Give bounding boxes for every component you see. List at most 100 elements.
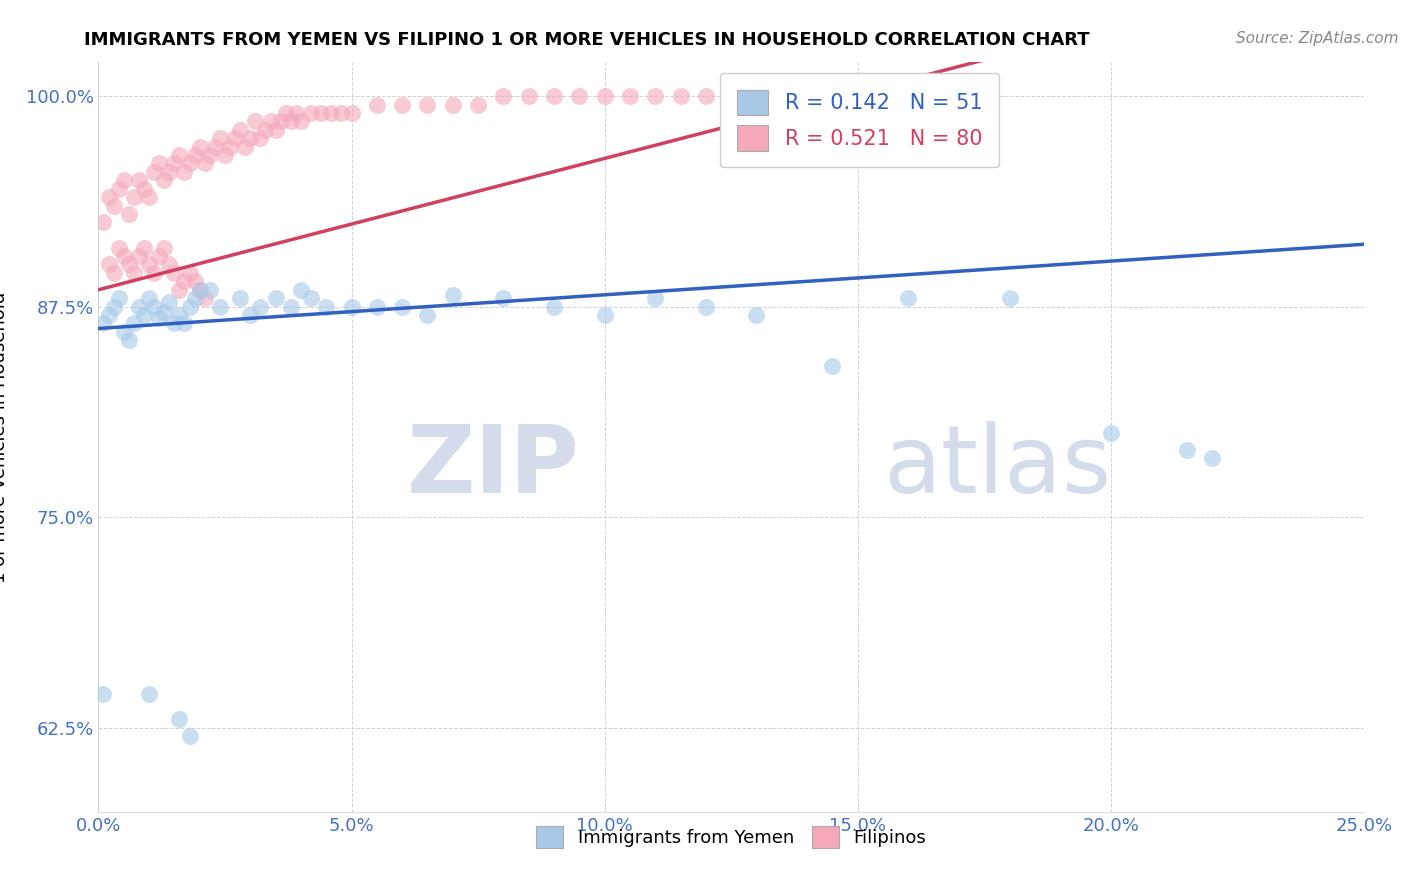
Point	[194, 291, 217, 305]
Point	[169, 148, 191, 162]
Point	[309, 106, 332, 120]
Text: atlas: atlas	[883, 421, 1111, 513]
Point	[299, 106, 322, 120]
Point	[143, 266, 166, 280]
Point	[619, 89, 641, 103]
Point	[194, 156, 217, 170]
Point	[103, 198, 125, 212]
Point	[219, 139, 242, 153]
Point	[644, 291, 666, 305]
Point	[467, 97, 489, 112]
Point	[897, 291, 920, 305]
Point	[143, 300, 166, 314]
Point	[97, 308, 120, 322]
Text: ZIP: ZIP	[406, 421, 579, 513]
Point	[321, 106, 343, 120]
Point	[183, 291, 205, 305]
Point	[153, 173, 176, 187]
Point	[179, 156, 201, 170]
Point	[1201, 451, 1223, 466]
Point	[173, 165, 195, 179]
Point	[103, 266, 125, 280]
Point	[1099, 425, 1122, 440]
Y-axis label: 1 or more Vehicles in Household: 1 or more Vehicles in Household	[0, 292, 8, 582]
Point	[97, 258, 120, 272]
Point	[284, 106, 307, 120]
Point	[264, 123, 287, 137]
Point	[148, 249, 170, 263]
Point	[517, 89, 540, 103]
Point	[163, 156, 186, 170]
Point	[416, 97, 439, 112]
Text: IMMIGRANTS FROM YEMEN VS FILIPINO 1 OR MORE VEHICLES IN HOUSEHOLD CORRELATION CH: IMMIGRANTS FROM YEMEN VS FILIPINO 1 OR M…	[84, 31, 1090, 49]
Point	[259, 114, 281, 128]
Point	[148, 311, 170, 326]
Point	[366, 300, 388, 314]
Point	[173, 274, 195, 288]
Point	[122, 317, 145, 331]
Point	[391, 300, 413, 314]
Point	[93, 687, 115, 701]
Point	[163, 317, 186, 331]
Point	[128, 173, 150, 187]
Point	[153, 241, 176, 255]
Point	[118, 207, 141, 221]
Point	[214, 148, 236, 162]
Point	[492, 89, 515, 103]
Point	[340, 106, 363, 120]
Point	[568, 89, 591, 103]
Point	[188, 283, 211, 297]
Point	[179, 266, 201, 280]
Point	[107, 182, 129, 196]
Legend: Immigrants from Yemen, Filipinos: Immigrants from Yemen, Filipinos	[529, 819, 934, 855]
Point	[264, 291, 287, 305]
Point	[233, 139, 256, 153]
Point	[340, 300, 363, 314]
Point	[112, 325, 135, 339]
Point	[695, 300, 717, 314]
Point	[122, 266, 145, 280]
Point	[745, 308, 768, 322]
Point	[112, 173, 135, 187]
Point	[153, 304, 176, 318]
Point	[208, 300, 231, 314]
Point	[179, 300, 201, 314]
Text: Source: ZipAtlas.com: Source: ZipAtlas.com	[1236, 31, 1399, 46]
Point	[229, 291, 252, 305]
Point	[593, 89, 616, 103]
Point	[128, 249, 150, 263]
Point	[169, 283, 191, 297]
Point	[157, 294, 180, 309]
Point	[138, 258, 160, 272]
Point	[204, 139, 226, 153]
Point	[93, 215, 115, 229]
Point	[103, 300, 125, 314]
Point	[821, 359, 844, 373]
Point	[229, 123, 252, 137]
Point	[93, 317, 115, 331]
Point	[132, 182, 155, 196]
Point	[239, 308, 262, 322]
Point	[179, 729, 201, 743]
Point	[391, 97, 413, 112]
Point	[157, 258, 180, 272]
Point	[270, 114, 292, 128]
Point	[198, 283, 221, 297]
Point	[441, 287, 464, 301]
Point	[280, 300, 302, 314]
Point	[254, 123, 277, 137]
Point	[245, 114, 267, 128]
Point	[315, 300, 337, 314]
Point	[122, 190, 145, 204]
Point	[118, 333, 141, 347]
Point	[274, 106, 297, 120]
Point	[198, 148, 221, 162]
Point	[330, 106, 353, 120]
Point	[143, 165, 166, 179]
Point	[118, 258, 141, 272]
Point	[132, 241, 155, 255]
Point	[669, 89, 692, 103]
Point	[644, 89, 666, 103]
Point	[239, 131, 262, 145]
Point	[163, 266, 186, 280]
